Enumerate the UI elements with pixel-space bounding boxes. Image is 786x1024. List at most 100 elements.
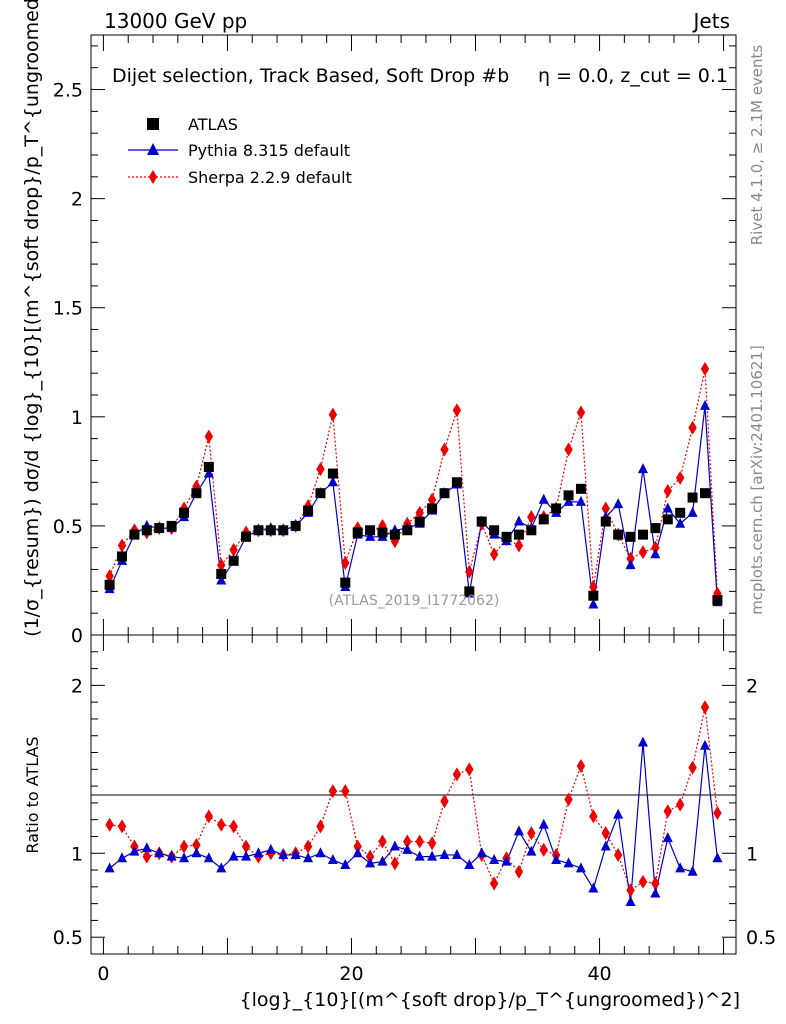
pythia-data-point xyxy=(439,848,450,859)
sherpa-data-point xyxy=(527,826,536,841)
sherpa-data-point xyxy=(142,849,152,864)
sherpa-data-point xyxy=(241,839,251,854)
ratio-y-axis-label: Ratio to ATLAS xyxy=(23,736,42,853)
sherpa-data-point xyxy=(452,767,462,782)
atlas-data-point xyxy=(662,514,673,525)
sherpa-data-point xyxy=(316,462,325,477)
pythia-data-point xyxy=(253,847,264,858)
pythia-data-point xyxy=(147,143,159,155)
sherpa-data-point xyxy=(415,834,424,849)
atlas-data-point xyxy=(513,529,524,540)
sherpa-data-point xyxy=(576,405,586,420)
sherpa-data-point xyxy=(341,556,350,570)
legend: ATLAS Pythia 8.315 default Sherpa 2.2.9 de… xyxy=(128,115,352,187)
pythia-data-point xyxy=(451,848,462,859)
pythia-data-point xyxy=(575,495,586,506)
sherpa-data-point xyxy=(688,760,697,775)
pythia-data-point xyxy=(513,825,524,836)
atlas-data-point xyxy=(712,595,723,606)
sherpa-data-point xyxy=(539,842,548,857)
atlas-data-point xyxy=(699,488,710,499)
ratio-y-tick-label-right: 1 xyxy=(746,843,758,865)
sherpa-data-point xyxy=(601,826,610,841)
header-energy-label: 13000 GeV pp xyxy=(104,9,247,33)
pythia-data-point xyxy=(377,855,388,866)
sherpa-data-point xyxy=(601,501,610,516)
sherpa-data-point xyxy=(489,547,499,562)
atlas-data-point xyxy=(464,586,475,597)
atlas-data-point xyxy=(551,503,562,514)
sherpa-data-point xyxy=(229,819,238,834)
ratio-y-tick-label: 2 xyxy=(71,675,83,697)
pythia-data-point xyxy=(141,842,152,853)
atlas-data-point xyxy=(625,531,636,542)
sherpa-line xyxy=(109,368,718,594)
ratio-panel-frame xyxy=(90,634,737,955)
atlas-data-point xyxy=(575,483,586,494)
pythia-data-point xyxy=(675,862,686,873)
sherpa-data-point xyxy=(378,834,387,849)
header-jets-label: Jets xyxy=(692,9,730,33)
atlas-data-point xyxy=(427,503,438,514)
pythia-data-point xyxy=(501,855,512,866)
pythia-data-point xyxy=(117,852,128,863)
pythia-data-point xyxy=(427,850,438,861)
atlas-data-point xyxy=(203,462,214,472)
ratio-y-tick-label-right: 2 xyxy=(746,675,758,697)
pythia-line xyxy=(109,405,718,605)
sherpa-data-point xyxy=(700,361,710,376)
atlas-data-point xyxy=(613,529,624,540)
main-y-tick-label: 0 xyxy=(71,625,83,647)
ratio-panel: 0.5 0.51 12 20 20 40 Ratio to ATLAS {log}_{10… xyxy=(23,634,776,1011)
sherpa-data-point xyxy=(440,794,449,809)
atlas-data-point xyxy=(526,525,537,536)
pythia-data-point xyxy=(662,502,673,513)
watermark: (ATLAS_2019_I1772062) xyxy=(329,593,500,609)
sherpa-data-point xyxy=(403,834,412,849)
atlas-data-point xyxy=(365,525,376,536)
pythia-data-point xyxy=(464,859,475,870)
x-tick-label: 20 xyxy=(339,963,363,985)
pythia-data-point xyxy=(278,848,289,859)
sherpa-data-point xyxy=(589,809,598,824)
pythia-data-point xyxy=(327,853,338,864)
pythia-data-point xyxy=(650,887,661,898)
pythia-data-point xyxy=(402,843,413,854)
ratio-ticks: 0.5 0.51 12 20 20 40 xyxy=(53,635,776,985)
pythia-data-point xyxy=(563,857,574,868)
atlas-data-point xyxy=(501,531,512,542)
atlas-data-point xyxy=(538,514,549,525)
atlas-data-point xyxy=(117,551,128,562)
sherpa-data-point xyxy=(341,784,350,799)
pythia-data-point xyxy=(290,848,301,859)
atlas-data-point xyxy=(439,488,450,499)
sherpa-data-point xyxy=(217,817,226,832)
sherpa-data-point xyxy=(427,836,437,851)
atlas-data-point xyxy=(166,520,177,531)
pythia-data-point xyxy=(613,498,624,509)
pythia-data-point xyxy=(228,850,239,861)
pythia-data-point xyxy=(414,850,425,861)
atlas-data-point xyxy=(228,555,239,566)
sherpa-data-point xyxy=(576,758,586,773)
pythia-data-point xyxy=(129,845,140,856)
pythia-data-point xyxy=(489,853,500,864)
main-y-tick-label: 1.5 xyxy=(53,298,83,320)
ratio-series xyxy=(104,700,723,906)
sherpa-data-point xyxy=(700,700,710,715)
sherpa-data-point xyxy=(328,784,338,799)
pythia-data-point xyxy=(551,853,562,864)
pythia-data-point xyxy=(613,808,624,819)
pythia-data-point xyxy=(588,882,599,893)
main-y-tick-label: 0.5 xyxy=(53,516,83,538)
atlas-data-point xyxy=(600,516,611,527)
pythia-data-point xyxy=(637,463,648,474)
atlas-data-point xyxy=(675,507,686,518)
sherpa-data-point xyxy=(675,797,685,812)
atlas-data-point xyxy=(104,579,115,590)
main-ticks: 0 0.5 1 1.5 2 2.5 xyxy=(53,35,736,647)
sherpa-data-point xyxy=(465,762,474,777)
atlas-data-point xyxy=(389,529,400,540)
sherpa-data-point xyxy=(427,492,437,507)
